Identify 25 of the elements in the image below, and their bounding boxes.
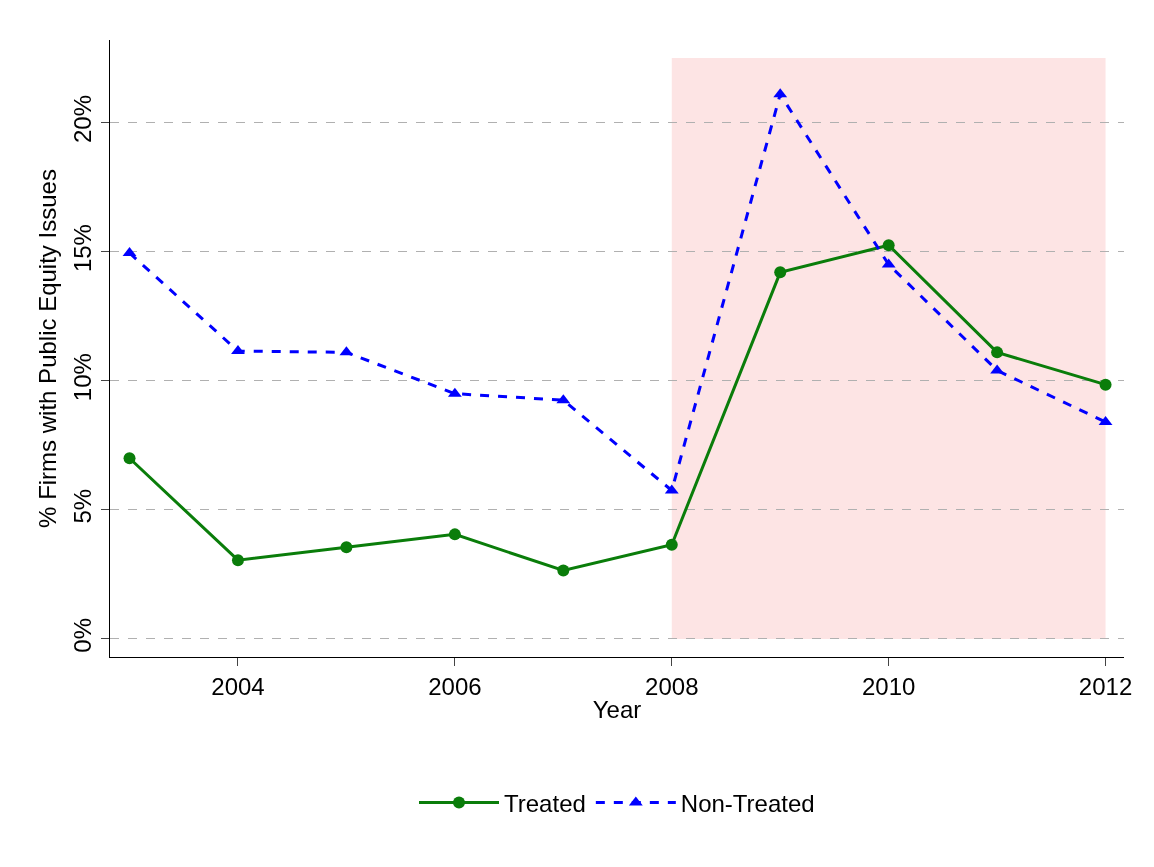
- point: [231, 554, 244, 567]
- x-axis-title: Year: [592, 696, 642, 724]
- point: [123, 452, 136, 465]
- point: [991, 346, 1004, 359]
- point: [557, 564, 570, 577]
- y-tick-label: 20%: [69, 94, 97, 144]
- x-tick-label: 2012: [1078, 672, 1133, 700]
- y-tick-label: 5%: [69, 488, 97, 524]
- y-tick-label: 10%: [69, 353, 97, 402]
- x-tick-label: 2010: [861, 672, 916, 700]
- y-tick-label: 15%: [69, 224, 97, 273]
- point: [882, 239, 895, 252]
- point: [231, 345, 245, 355]
- point: [1099, 378, 1112, 391]
- x-tick-label: 2004: [211, 672, 265, 700]
- x-tick-label: 2008: [645, 672, 699, 700]
- point: [340, 541, 353, 554]
- x-tick-label: 2006: [428, 672, 482, 700]
- point: [448, 528, 461, 541]
- legend-label: Treated: [504, 789, 586, 817]
- y-tick-label: 0%: [69, 617, 97, 653]
- point: [665, 538, 678, 551]
- legend-label: Non-Treated: [680, 789, 815, 817]
- y-axis-title: % Firms with Public Equity Issues: [33, 169, 61, 528]
- point: [774, 266, 787, 279]
